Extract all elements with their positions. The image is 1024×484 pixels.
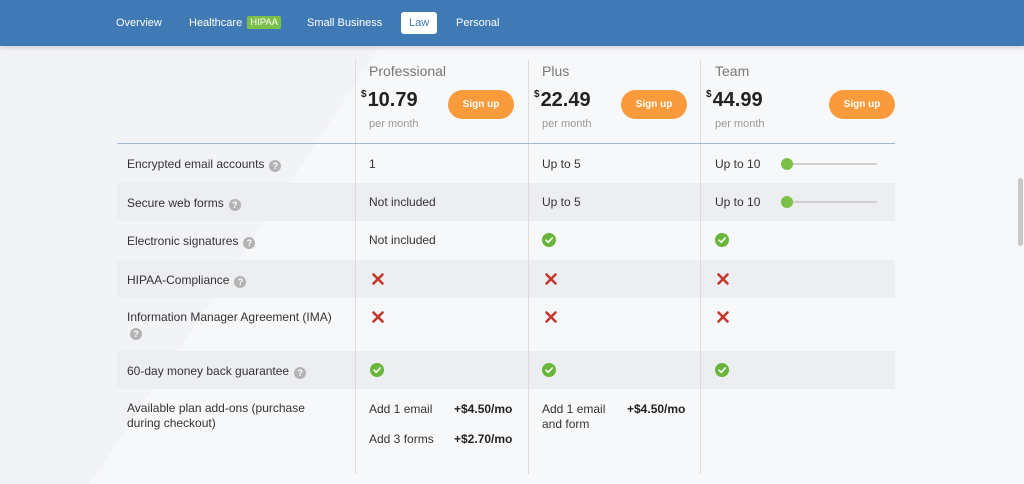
help-icon[interactable]: ? (243, 237, 256, 249)
column-divider (528, 60, 529, 474)
cross-icon (372, 273, 384, 285)
top-nav-bar: Overview Healthcare HIPAA Small Business … (0, 0, 1024, 46)
help-icon[interactable]: ? (269, 160, 282, 172)
cell-professional-email: 1 (369, 157, 376, 171)
check-icon (370, 363, 384, 377)
addon-name: Add 1 email and form (542, 402, 606, 431)
addon-price: +$4.50/mo (454, 402, 513, 416)
plan-period-plus: per month (542, 118, 592, 130)
team-email-slider[interactable] (781, 157, 877, 171)
addons-label: Available plan add-ons (purchase during c… (127, 401, 305, 430)
help-icon[interactable]: ? (234, 276, 247, 288)
tab-overview[interactable]: Overview (116, 17, 162, 29)
tab-personal[interactable]: Personal (456, 17, 500, 29)
check-icon (542, 363, 556, 377)
team-forms-slider[interactable] (781, 195, 877, 209)
signup-button-team[interactable]: Sign up (829, 90, 895, 119)
feature-label-secure-web-forms: Secure web forms? (127, 196, 241, 211)
feature-label-money-back: 60-day money back guarantee? (127, 364, 307, 379)
tab-small-business[interactable]: Small Business (307, 17, 383, 29)
check-icon (542, 233, 556, 247)
cross-icon (545, 311, 557, 323)
cell-plus-forms: Up to 5 (542, 195, 581, 209)
check-icon (715, 233, 729, 247)
plan-price-professional: $10.79 (361, 89, 418, 111)
feature-label-encrypted-email: Encrypted email accounts? (127, 157, 282, 172)
row-bg-secure-web-forms (117, 183, 895, 221)
cross-icon (717, 311, 729, 323)
slider-track (781, 201, 877, 203)
check-icon (715, 363, 729, 377)
signup-button-plus[interactable]: Sign up (621, 90, 687, 119)
cross-icon (372, 311, 384, 323)
addon-name: Add 3 forms (369, 432, 434, 446)
slider-handle[interactable] (781, 196, 793, 208)
help-icon[interactable]: ? (130, 328, 142, 340)
slider-track (781, 163, 877, 165)
plan-period-professional: per month (369, 118, 419, 130)
plan-price-team: $44.99 (706, 89, 763, 111)
cell-team-email: Up to 10 (715, 157, 761, 171)
column-divider (355, 60, 356, 474)
hipaa-badge: HIPAA (247, 16, 282, 29)
cross-icon (545, 273, 557, 285)
header-divider (117, 143, 895, 144)
scrollbar[interactable] (1018, 178, 1023, 246)
help-icon[interactable]: ? (294, 367, 307, 379)
plan-period-team: per month (715, 118, 765, 130)
plan-name-plus: Plus (542, 63, 570, 79)
tab-law[interactable]: Law (401, 12, 438, 34)
addon-name: Add 1 email (369, 402, 433, 416)
tab-healthcare[interactable]: Healthcare HIPAA (189, 12, 282, 34)
plan-name-team: Team (715, 63, 750, 79)
column-divider (700, 60, 701, 474)
help-icon[interactable]: ? (228, 199, 241, 211)
addon-price: +$2.70/mo (454, 432, 513, 446)
row-bg-hipaa (117, 260, 895, 298)
addon-price: +$4.50/mo (627, 402, 686, 416)
cell-professional-signatures: Not included (369, 233, 436, 247)
cell-professional-forms: Not included (369, 195, 436, 209)
cell-plus-email: Up to 5 (542, 157, 581, 171)
plan-name-professional: Professional (369, 63, 447, 79)
feature-label-electronic-signatures: Electronic signatures? (127, 234, 256, 249)
row-bg-guarantee (117, 351, 895, 389)
signup-button-professional[interactable]: Sign up (448, 90, 514, 119)
plan-price-plus: $22.49 (534, 89, 591, 111)
feature-label-ima: Information Manager Agreement (IMA)? (127, 310, 332, 340)
cell-team-forms: Up to 10 (715, 195, 761, 209)
slider-handle[interactable] (781, 158, 793, 170)
feature-label-hipaa-compliance: HIPAA-Compliance? (127, 273, 247, 288)
cross-icon (717, 273, 729, 285)
